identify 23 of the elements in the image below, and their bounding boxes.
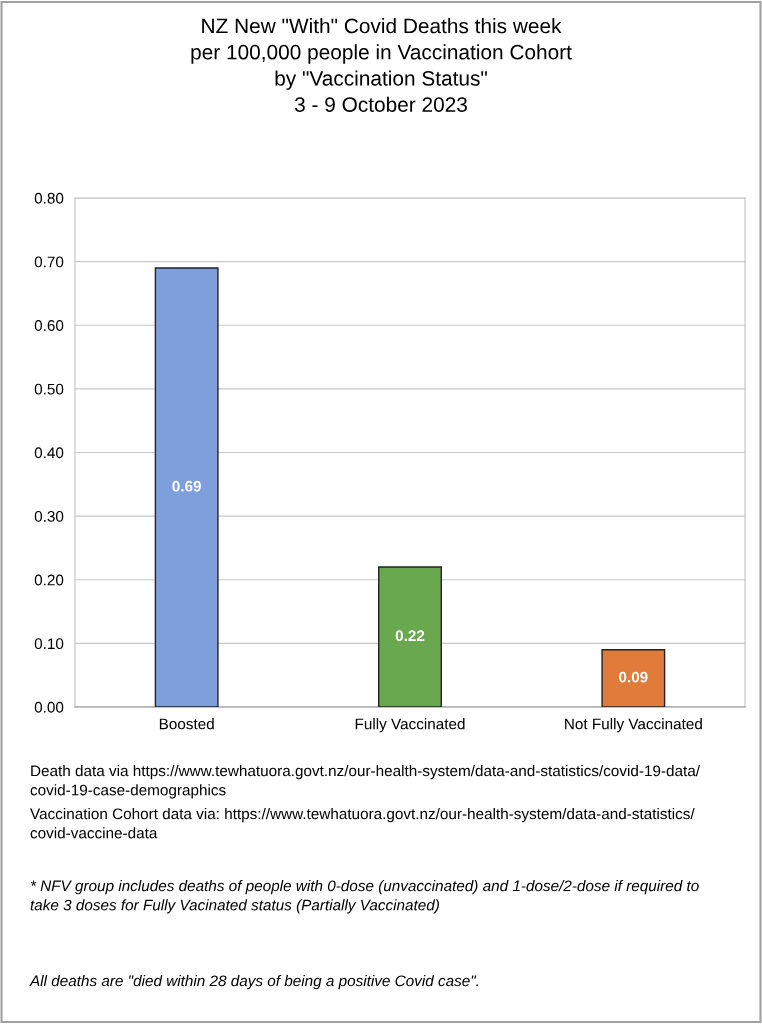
data-label: 0.22	[395, 630, 425, 642]
text: * NFV group includes deaths of people with 0-dose (unvaccinated) and 1-dose/2-dose if required to take 3 doses for Fully Vacinated status (Partially Vaccinated)	[30, 880, 699, 914]
y-tick-label: 0.30	[34, 510, 64, 522]
y-tick-label: 0.20	[34, 574, 64, 586]
bar	[378, 566, 442, 707]
x-tick-label: Not Fully Vaccinated	[565, 718, 702, 733]
text: All deaths are "died within 28 days of being a positive Covid case".	[29, 975, 479, 990]
y-tick-label: 0.10	[34, 638, 64, 650]
data-label: 0.69	[172, 480, 201, 492]
chart-title: NZ New "With" Covid Deaths this week per 100,000 people in Vaccination Cohort by "Vaccination Status" 3 - 9 October 2023	[191, 18, 572, 112]
x-tick-label: Fully Vaccinated	[355, 718, 465, 733]
y-tick-label: 0.80	[34, 192, 64, 204]
bar	[154, 267, 219, 707]
data-label: 0.09	[619, 671, 648, 683]
y-tick-label: 0.00	[34, 701, 64, 713]
y-tick-label: 0.40	[34, 447, 64, 459]
y-tick-label: 0.60	[34, 320, 64, 331]
bar	[601, 649, 666, 707]
y-tick-label: 0.50	[34, 383, 64, 395]
x-tick-label: Boosted	[159, 718, 214, 730]
y-tick-label: 0.70	[34, 256, 64, 268]
text: Death data via https://www.tewhatuora.govt.nz/our-health-system/data-and-statistics/covid-19-data/covid-19-case-demographics	[30, 765, 701, 799]
text: Vaccination Cohort data via: https://www.tewhatuora.govt.nz/our-health-system/data-and-statistics/covid-vaccine-data	[30, 808, 695, 839]
